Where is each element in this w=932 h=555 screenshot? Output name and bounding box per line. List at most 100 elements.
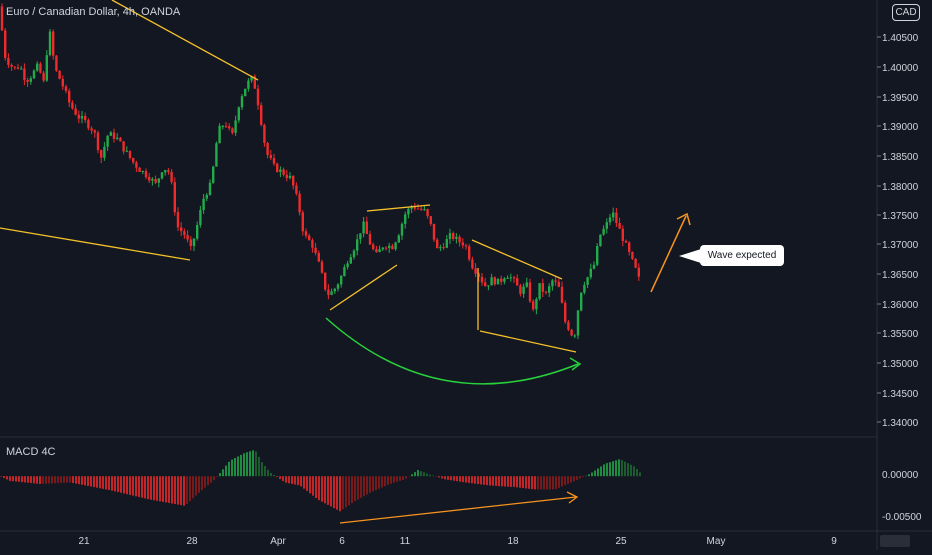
candle[interactable] bbox=[87, 118, 90, 131]
candle[interactable] bbox=[64, 84, 68, 94]
candle[interactable] bbox=[346, 260, 349, 270]
candle[interactable] bbox=[544, 290, 548, 295]
candle[interactable] bbox=[327, 284, 330, 300]
candle[interactable] bbox=[68, 88, 71, 107]
candle[interactable] bbox=[333, 287, 336, 294]
candle[interactable] bbox=[122, 141, 125, 155]
trendline-channel-top[interactable] bbox=[366, 204, 431, 212]
candle[interactable] bbox=[605, 218, 608, 234]
trendline-wedge-top[interactable] bbox=[471, 239, 563, 280]
candle[interactable] bbox=[509, 273, 512, 282]
candle[interactable] bbox=[570, 328, 573, 337]
candle[interactable] bbox=[474, 263, 477, 278]
candle[interactable] bbox=[224, 121, 228, 128]
candle[interactable] bbox=[240, 93, 244, 111]
candle[interactable] bbox=[221, 124, 224, 130]
candle[interactable] bbox=[308, 233, 311, 241]
candle[interactable] bbox=[506, 275, 509, 279]
candle[interactable] bbox=[378, 245, 381, 253]
candle[interactable] bbox=[90, 126, 93, 135]
candle[interactable] bbox=[20, 65, 23, 70]
candle[interactable] bbox=[336, 283, 340, 292]
candle[interactable] bbox=[397, 233, 400, 243]
candle[interactable] bbox=[352, 249, 356, 260]
candle[interactable] bbox=[157, 178, 160, 188]
candle[interactable] bbox=[480, 273, 484, 286]
candle[interactable] bbox=[560, 281, 564, 304]
candle[interactable] bbox=[567, 319, 570, 332]
candle[interactable] bbox=[343, 264, 346, 277]
candle[interactable] bbox=[58, 70, 61, 80]
trendline-upper-long[interactable] bbox=[111, 0, 259, 81]
candle[interactable] bbox=[42, 70, 45, 83]
candle[interactable] bbox=[295, 182, 298, 196]
candle[interactable] bbox=[612, 207, 615, 222]
candle[interactable] bbox=[608, 213, 612, 226]
candle[interactable] bbox=[93, 129, 96, 138]
candle[interactable] bbox=[74, 104, 77, 116]
wave-expected-callout[interactable]: Wave expected bbox=[700, 245, 784, 266]
candle[interactable] bbox=[356, 234, 359, 256]
candle[interactable] bbox=[564, 300, 567, 324]
candle[interactable] bbox=[260, 102, 263, 127]
candle[interactable] bbox=[365, 216, 368, 235]
candle[interactable] bbox=[253, 74, 256, 89]
candle[interactable] bbox=[266, 141, 269, 159]
candle[interactable] bbox=[106, 135, 109, 151]
expected-wave-arrow[interactable] bbox=[650, 215, 687, 293]
candle[interactable] bbox=[525, 277, 528, 288]
candle[interactable] bbox=[263, 123, 266, 147]
candle[interactable] bbox=[404, 211, 407, 229]
candle[interactable] bbox=[391, 243, 394, 250]
candle[interactable] bbox=[55, 54, 58, 72]
candle[interactable] bbox=[461, 238, 464, 249]
candle[interactable] bbox=[314, 242, 317, 256]
candle[interactable] bbox=[503, 277, 506, 285]
candle[interactable] bbox=[141, 170, 144, 175]
candle[interactable] bbox=[119, 136, 122, 142]
candle[interactable] bbox=[589, 263, 592, 280]
trendline-wedge-bottom[interactable] bbox=[479, 330, 577, 353]
candle[interactable] bbox=[528, 278, 532, 303]
candle[interactable] bbox=[317, 250, 320, 263]
candle[interactable] bbox=[445, 234, 448, 249]
candle[interactable] bbox=[138, 166, 141, 172]
candle[interactable] bbox=[218, 123, 221, 144]
candle[interactable] bbox=[432, 223, 436, 243]
candle[interactable] bbox=[548, 283, 551, 297]
candle[interactable] bbox=[160, 171, 164, 180]
candle[interactable] bbox=[381, 246, 384, 252]
candle[interactable] bbox=[135, 160, 138, 172]
candle[interactable] bbox=[468, 243, 471, 262]
candle[interactable] bbox=[557, 278, 560, 288]
candle[interactable] bbox=[634, 258, 637, 269]
candle[interactable] bbox=[279, 166, 282, 178]
candle[interactable] bbox=[493, 276, 496, 286]
candle[interactable] bbox=[247, 78, 250, 92]
candle[interactable] bbox=[205, 193, 208, 202]
macd-divergence-arrow[interactable] bbox=[339, 496, 577, 524]
candle[interactable] bbox=[471, 256, 474, 270]
candle[interactable] bbox=[176, 207, 180, 231]
candle[interactable] bbox=[128, 150, 132, 160]
candle[interactable] bbox=[452, 231, 455, 241]
candle[interactable] bbox=[500, 275, 503, 286]
candle[interactable] bbox=[618, 217, 621, 229]
candle[interactable] bbox=[340, 274, 343, 288]
candle[interactable] bbox=[455, 233, 458, 244]
candle[interactable] bbox=[624, 239, 628, 243]
candle[interactable] bbox=[7, 53, 10, 69]
candle[interactable] bbox=[39, 61, 42, 74]
candle[interactable] bbox=[621, 225, 624, 247]
candle[interactable] bbox=[426, 208, 429, 219]
candle[interactable] bbox=[439, 244, 442, 252]
candle[interactable] bbox=[272, 153, 276, 166]
candle[interactable] bbox=[96, 130, 100, 154]
candle[interactable] bbox=[538, 283, 541, 301]
candle[interactable] bbox=[298, 190, 301, 216]
candle[interactable] bbox=[202, 193, 205, 214]
candle[interactable] bbox=[580, 292, 583, 312]
candle[interactable] bbox=[269, 149, 272, 161]
candle[interactable] bbox=[237, 106, 240, 123]
